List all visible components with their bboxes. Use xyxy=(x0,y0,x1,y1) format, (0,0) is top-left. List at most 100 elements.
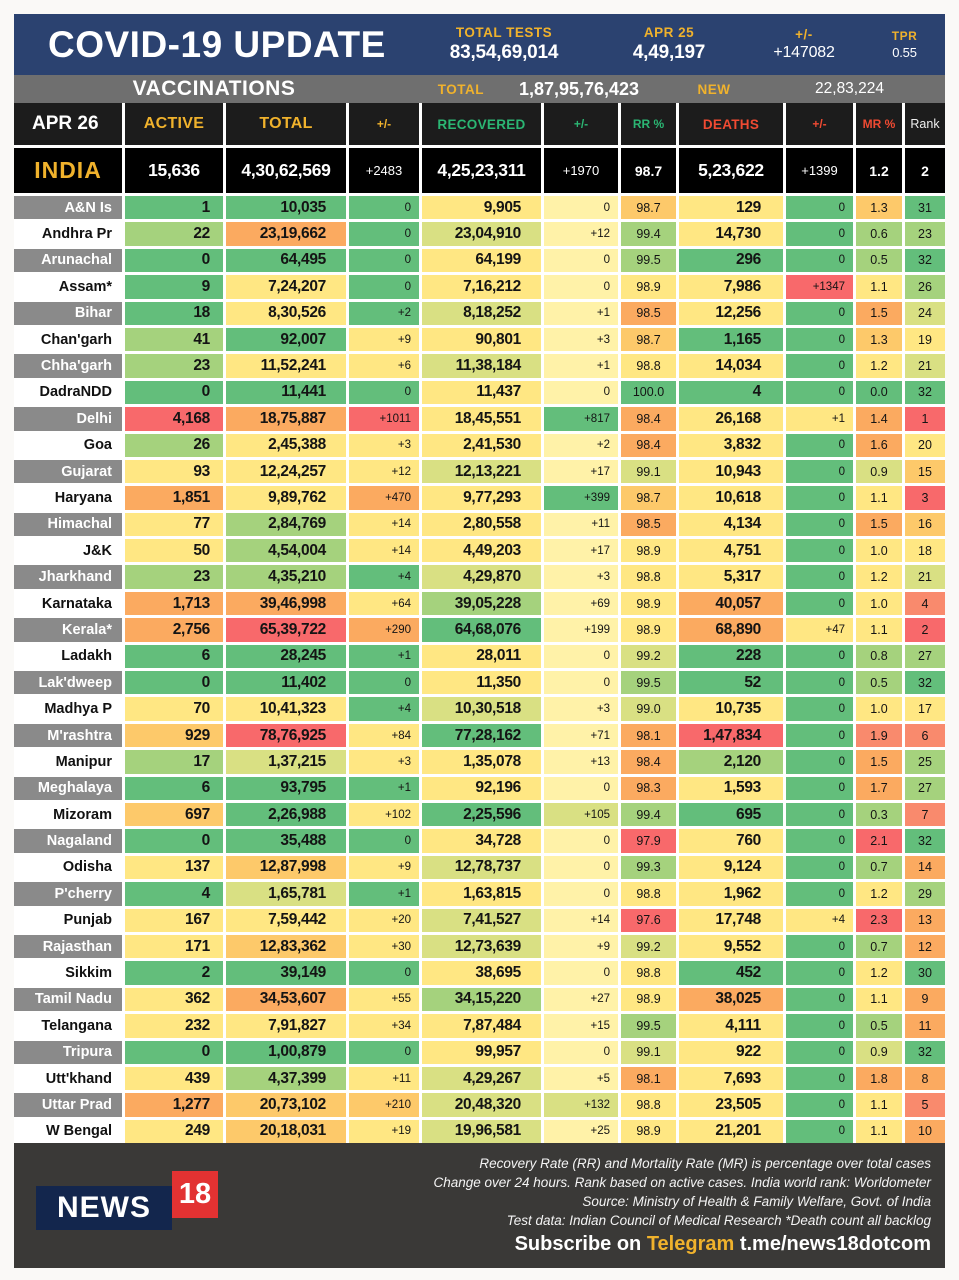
total-delta-cell: 0 xyxy=(349,380,419,405)
total-cell: 11,52,241 xyxy=(226,354,346,378)
news18-logo-text: NEWS xyxy=(36,1186,172,1231)
state-label: Utt'khand xyxy=(14,1066,122,1091)
deaths-delta-cell: 0 xyxy=(786,1014,853,1038)
recovered-cell: 2,80,558 xyxy=(422,512,541,537)
deaths-cell: 760 xyxy=(679,829,783,853)
rr-cell: 97.9 xyxy=(621,829,676,853)
state-label: Delhi xyxy=(14,407,122,431)
total-delta-cell: +14 xyxy=(349,512,419,537)
stat-value: +147082 xyxy=(773,44,835,61)
rr-cell: 100.0 xyxy=(621,380,676,405)
total-cell: 20,73,102 xyxy=(226,1093,346,1117)
active-cell: 171 xyxy=(125,934,223,959)
deaths-cell: 452 xyxy=(679,961,783,985)
total-delta-cell: +9 xyxy=(349,855,419,880)
rank-cell: 18 xyxy=(905,539,945,563)
recovered-delta-cell: +17 xyxy=(544,459,618,484)
active-cell: 929 xyxy=(125,723,223,748)
mr-cell: 0.7 xyxy=(856,934,902,959)
column-header-total-delta: +/- xyxy=(349,103,419,145)
deaths-delta-cell: 0 xyxy=(786,327,853,352)
total-delta-cell: 0 xyxy=(349,1040,419,1064)
deaths-delta-cell: 0 xyxy=(786,987,853,1012)
recovered-cell: 77,28,162 xyxy=(422,723,541,748)
mr-cell: 1.9 xyxy=(856,723,902,748)
active-cell: 0 xyxy=(125,248,223,273)
total-cell: 1,65,781 xyxy=(226,882,346,906)
total-cell: 34,53,607 xyxy=(226,987,346,1012)
deaths-cell: 3,832 xyxy=(679,433,783,457)
active-cell: 41 xyxy=(125,327,223,352)
table-row: Kerala* 2,756 65,39,722 +290 64,68,076 +199 98… xyxy=(14,618,945,642)
total-cell: 65,39,722 xyxy=(226,618,346,642)
total-cell: 93,795 xyxy=(226,776,346,800)
deaths-cell: 14,034 xyxy=(679,354,783,378)
table-row: Arunachal 0 64,495 0 64,199 0 99.5 296 0 0.5 32 xyxy=(14,248,945,273)
total-delta-cell: +4 xyxy=(349,565,419,589)
mr-cell: 1.1 xyxy=(856,486,902,510)
rr-cell: 98.8 xyxy=(621,882,676,906)
rank-cell: 10 xyxy=(905,1119,945,1144)
stat-tests-delta: +/- +147082 xyxy=(744,27,864,62)
active-cell: 1,713 xyxy=(125,591,223,616)
footnote-line: Test data: Indian Council of Medical Res… xyxy=(506,1213,931,1229)
total-delta-cell: +210 xyxy=(349,1093,419,1117)
deaths-cell: 10,735 xyxy=(679,697,783,721)
recovered-delta-cell: +3 xyxy=(544,327,618,352)
rank-cell: 32 xyxy=(905,248,945,273)
rank-cell: 7 xyxy=(905,802,945,827)
total-cell: 64,495 xyxy=(226,248,346,273)
rr-cell: 98.8 xyxy=(621,1093,676,1117)
recovered-cell: 11,38,184 xyxy=(422,354,541,378)
state-label: Himachal xyxy=(14,512,122,537)
rank-cell: 15 xyxy=(905,459,945,484)
mr-cell: 1.1 xyxy=(856,987,902,1012)
table-row: Chha'garh 23 11,52,241 +6 11,38,184 +1 98.8 14,… xyxy=(14,354,945,378)
total-cell: 8,30,526 xyxy=(226,301,346,325)
table-row: Sikkim 2 39,149 0 38,695 0 98.8 452 0 1.2 30 xyxy=(14,961,945,985)
mr-cell: 0.5 xyxy=(856,1014,902,1038)
rr-cell: 99.1 xyxy=(621,459,676,484)
rr-cell: 98.9 xyxy=(621,1119,676,1144)
total-delta-cell: +64 xyxy=(349,591,419,616)
vaccinations-total-label: TOTAL xyxy=(437,81,484,97)
rr-cell: 98.9 xyxy=(621,539,676,563)
total-delta-cell: +11 xyxy=(349,1066,419,1091)
rr-cell: 98.8 xyxy=(621,961,676,985)
vaccinations-new-label: NEW xyxy=(697,81,731,97)
mr-cell: 0.8 xyxy=(856,644,902,669)
deaths-delta-cell: 0 xyxy=(786,380,853,405)
total-delta-cell: 0 xyxy=(349,248,419,273)
recovered-cell: 34,15,220 xyxy=(422,987,541,1012)
total-cell: 1,00,879 xyxy=(226,1040,346,1064)
mr-cell: 1.5 xyxy=(856,301,902,325)
rank-cell: 16 xyxy=(905,512,945,537)
total-cell: 20,18,031 xyxy=(226,1119,346,1144)
table-row: DadraNDD 0 11,441 0 11,437 0 100.0 4 0 0.0 32 xyxy=(14,380,945,405)
total-cell: 11,441 xyxy=(226,380,346,405)
total-delta-cell: 0 xyxy=(349,829,419,853)
active-cell: 50 xyxy=(125,539,223,563)
recovered-delta-cell: 0 xyxy=(544,776,618,800)
mr-cell: 2.3 xyxy=(856,908,902,932)
table-row: Telangana 232 7,91,827 +34 7,87,484 +15 99.5 4,… xyxy=(14,1014,945,1038)
table-row: Goa 26 2,45,388 +3 2,41,530 +2 98.4 3,832 0 1.6 20 xyxy=(14,433,945,457)
rank-cell: 1 xyxy=(905,407,945,431)
telegram-brand: Telegram xyxy=(646,1233,735,1256)
footnotes: Recovery Rate (RR) and Mortality Rate (M… xyxy=(433,1154,931,1230)
footnote-line: Source: Ministry of Health & Family Welf… xyxy=(582,1194,931,1210)
recovered-cell: 9,77,293 xyxy=(422,486,541,510)
active-cell: 1 xyxy=(125,196,223,220)
recovered-cell: 4,29,870 xyxy=(422,565,541,589)
state-label: Chan'garh xyxy=(14,327,122,352)
india-mr-cell: 1.2 xyxy=(856,148,902,193)
recovered-cell: 38,695 xyxy=(422,961,541,985)
deaths-delta-cell: 0 xyxy=(786,802,853,827)
stat-label: TPR xyxy=(891,29,918,43)
table-row: Lak'dweep 0 11,402 0 11,350 0 99.5 52 0 0.5 32 xyxy=(14,671,945,695)
mr-cell: 0.9 xyxy=(856,459,902,484)
news18-logo-number: 18 xyxy=(172,1171,218,1219)
total-cell: 9,89,762 xyxy=(226,486,346,510)
deaths-delta-cell: 0 xyxy=(786,539,853,563)
rr-cell: 98.5 xyxy=(621,512,676,537)
